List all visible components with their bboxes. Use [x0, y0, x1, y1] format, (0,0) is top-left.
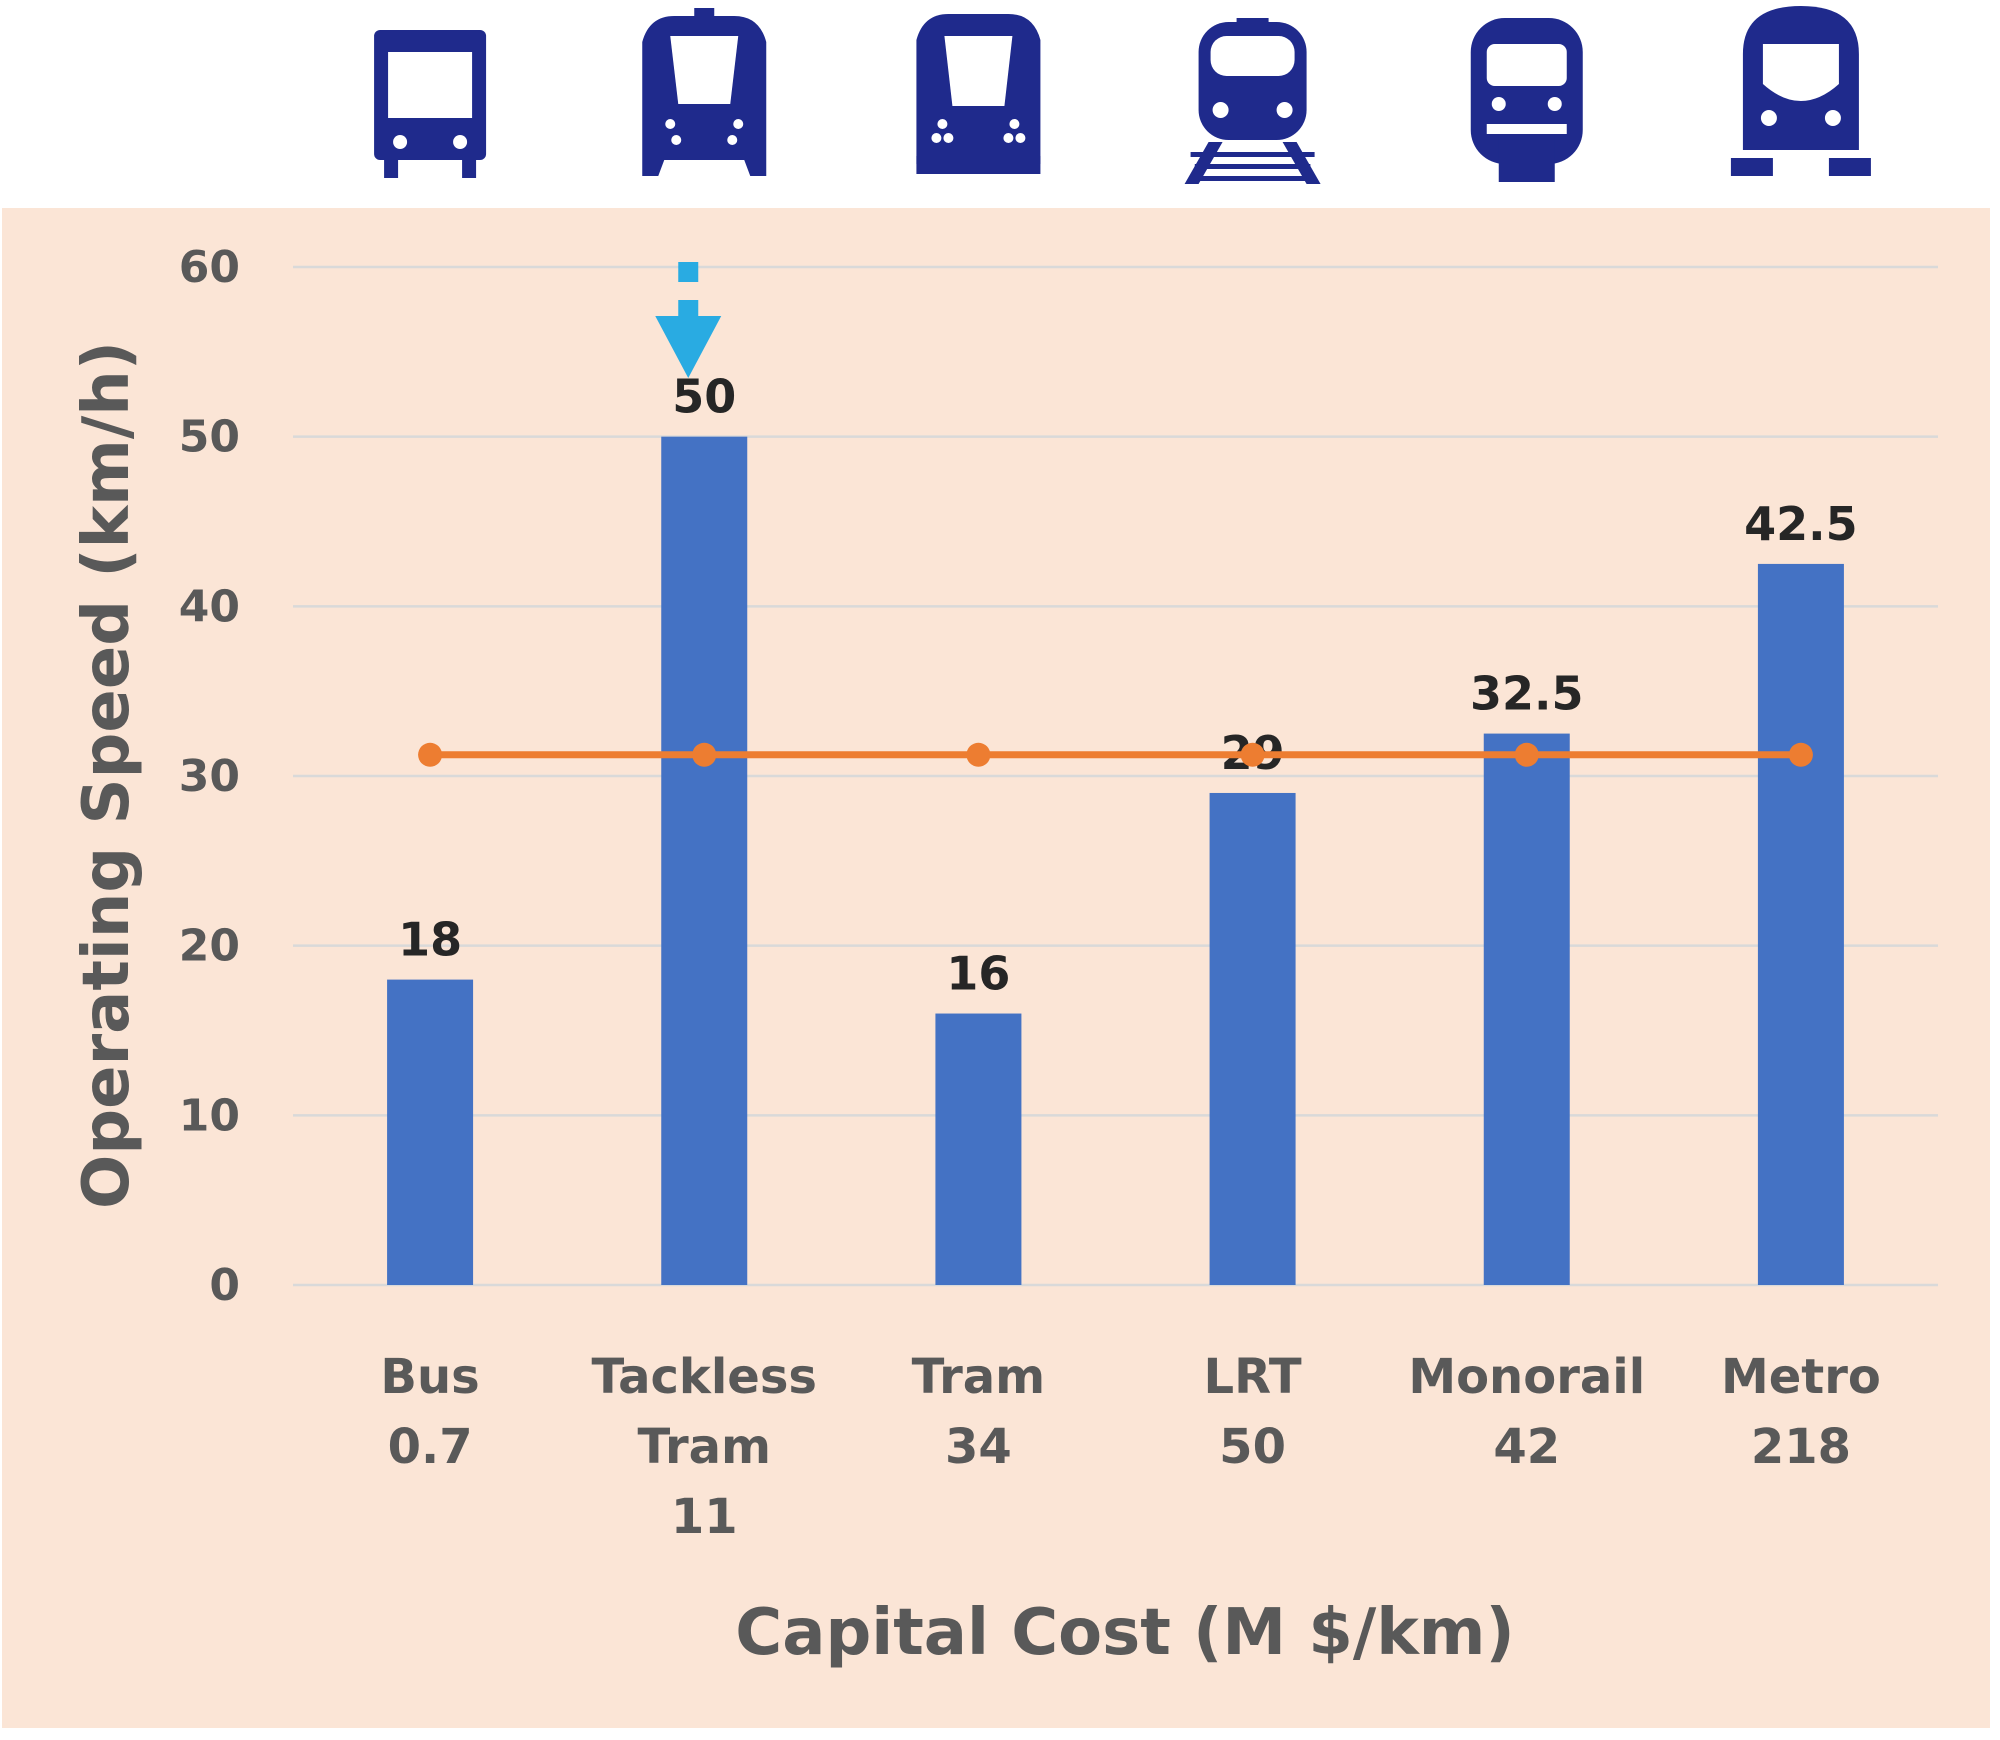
- average-line-marker: [966, 742, 991, 767]
- plot-background: [2, 208, 1990, 1728]
- bars: [387, 436, 1844, 1286]
- average-line: [418, 742, 1813, 767]
- y-tick-labels: 0 10 20 30 40 50 60: [179, 242, 240, 1311]
- average-line-marker: [1788, 742, 1813, 767]
- bus-icon: Bus: [374, 30, 487, 178]
- tram-icon: Tram: [916, 14, 1041, 174]
- average-line-marker: [1240, 742, 1265, 767]
- metro-icon: Metro: [1730, 6, 1871, 176]
- trackless-tram-icon: Tackless Tram: [642, 8, 767, 176]
- x-category-labels: Bus 0.7 Tackless Tram 11 Tram 34 LRT 50 Monorail 4…: [380, 1349, 1880, 1545]
- x-category-label: Bus 0.7: [380, 1349, 479, 1475]
- gridlines: [293, 265, 1938, 1287]
- x-category-label: LRT 50: [1204, 1349, 1302, 1475]
- bar-data-label: 16: [946, 947, 1010, 1001]
- monorail-icon: Monorail: [1470, 18, 1583, 182]
- x-axis-title: Capital Cost (M $/km): [735, 1596, 1514, 1670]
- arrow-head: [655, 316, 722, 378]
- y-axis-title: Operating Speed (km/h): [70, 341, 144, 1209]
- average-line-marker: [418, 742, 443, 767]
- y-tick-label: 60: [179, 242, 240, 293]
- y-tick-label: 30: [179, 751, 240, 802]
- x-category-label: Monorail 42: [1408, 1349, 1645, 1475]
- arrow-dash: [678, 262, 699, 282]
- y-tick-label: 0: [209, 1260, 240, 1311]
- bar-data-label: 42.5: [1744, 497, 1858, 551]
- bar: [1483, 733, 1570, 1285]
- bar: [1209, 792, 1296, 1285]
- y-tick-label: 10: [179, 1090, 240, 1141]
- bar: [1757, 563, 1844, 1285]
- arrow-stem: [678, 300, 699, 320]
- bar-data-label: 18: [398, 913, 462, 967]
- y-tick-label: 20: [179, 921, 240, 972]
- y-tick-label: 40: [179, 581, 240, 632]
- bar-data-label: 50: [672, 370, 736, 424]
- bar-data-labels: 1850162932.542.5: [398, 370, 1858, 1001]
- average-line-marker: [692, 742, 717, 767]
- x-category-label: Metro 218: [1721, 1349, 1881, 1475]
- lrt-icon: LRT: [1184, 18, 1321, 184]
- average-line-marker: [1514, 742, 1539, 767]
- x-category-label: Tackless Tram 11: [592, 1349, 817, 1545]
- highlight-arrow: [655, 262, 722, 378]
- bar: [935, 1013, 1022, 1285]
- bar: [661, 436, 748, 1286]
- bar: [387, 979, 474, 1285]
- bar-data-label: 32.5: [1470, 667, 1584, 721]
- y-tick-label: 50: [179, 412, 240, 463]
- vehicle-icons: Bus Tackless Tram Tram LRT Monorail Metro: [374, 6, 1871, 184]
- x-category-label: Tram 34: [912, 1349, 1046, 1475]
